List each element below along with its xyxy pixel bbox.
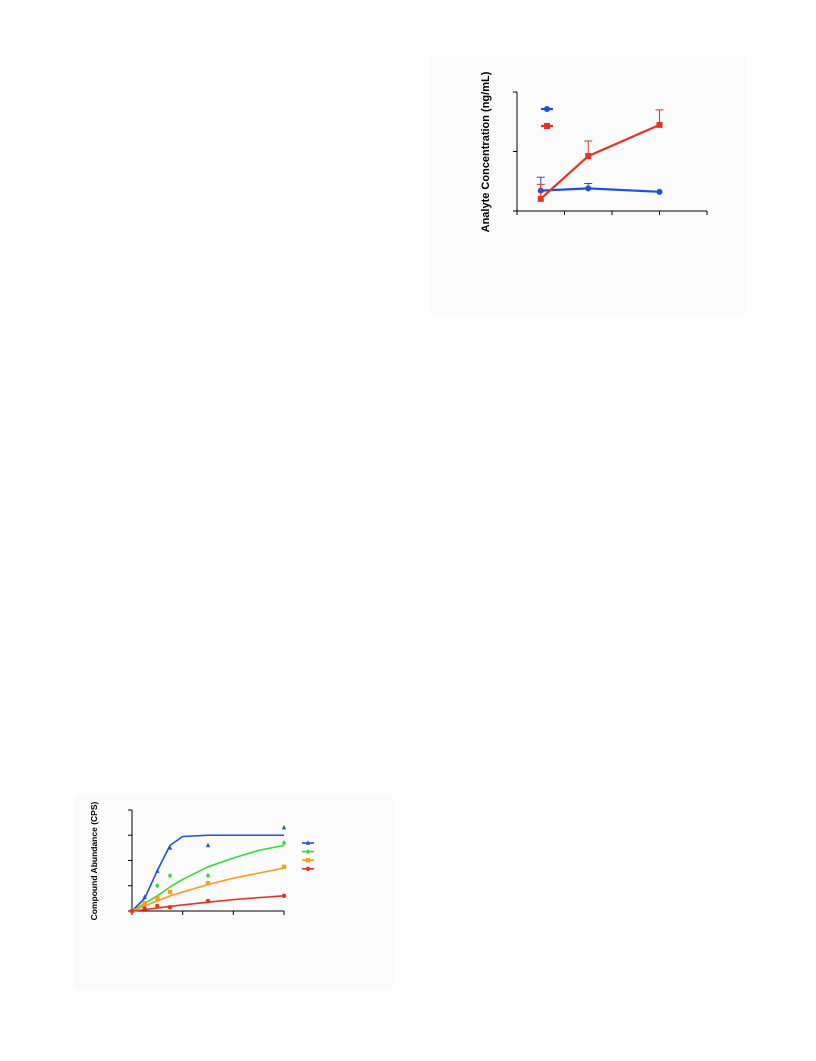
data-point [281,840,287,846]
data-point [205,873,211,879]
data-point [167,905,173,910]
data-point [281,864,287,870]
data-point [205,842,211,848]
data-point [537,195,544,202]
legend-marker [305,858,311,863]
data-point [155,896,160,901]
data-point [656,121,663,128]
data-point [205,881,211,886]
data-point [142,906,147,911]
data-point [205,898,211,904]
data-point [585,185,592,192]
legend-marker [544,123,550,129]
data-point [281,825,287,830]
data-point [585,153,592,160]
data-point [129,908,135,914]
y-axis-label: Analyte Concentration (ng/mL) [480,71,492,232]
fit-curve [131,867,285,912]
chart-panel [430,55,745,315]
fit-curve [131,844,285,912]
y-axis-label: Compound Abundance (CPS) [89,801,99,920]
data-point [142,894,147,899]
fit-curve [131,834,284,912]
data-point [155,903,160,909]
legend-marker [305,840,311,845]
data-point [167,873,173,879]
fit-curve [131,895,285,912]
data-point [167,845,173,850]
legend-marker [544,106,550,112]
legend-marker [305,866,311,871]
data-point [155,868,160,873]
data-point [155,883,160,889]
legend-marker [305,848,311,855]
data-point [281,893,287,899]
data-point [142,901,147,906]
chart-panel [75,795,393,990]
data-point [656,188,663,195]
data-point [167,889,173,895]
